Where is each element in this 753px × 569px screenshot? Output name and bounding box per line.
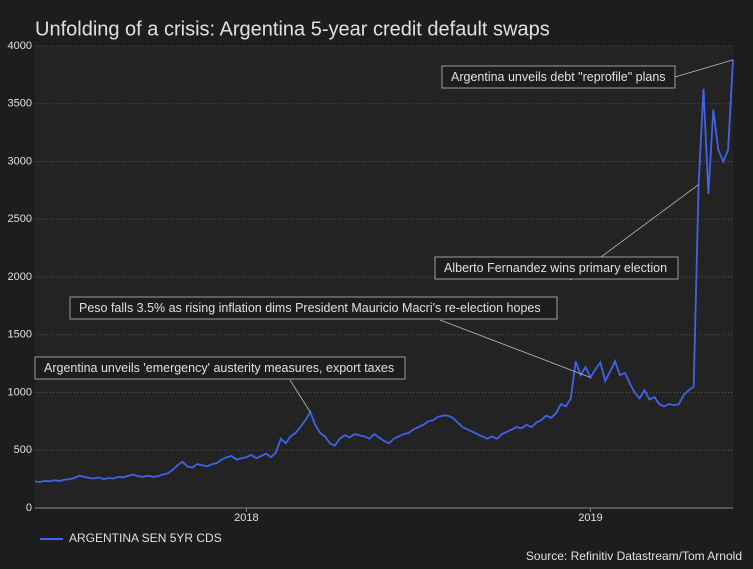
y-tick-label: 0 — [26, 502, 32, 514]
y-tick-label: 1000 — [8, 386, 32, 398]
y-tick-label: 500 — [14, 444, 32, 456]
y-tick-label: 2000 — [8, 271, 32, 283]
annotation: Alberto Fernandez wins primary election — [444, 261, 667, 275]
y-tick-label: 4000 — [8, 40, 32, 52]
data-line — [34, 59, 734, 483]
x-tick-label: 2019 — [578, 512, 602, 524]
annotation: Peso falls 3.5% as rising inflation dims… — [79, 301, 541, 315]
annotation-box — [434, 256, 679, 280]
chart-title: Unfolding of a crisis: Argentina 5-year … — [35, 18, 550, 40]
source: Source: Refinitiv Datastream/Tom Arnold — [526, 549, 742, 563]
annotation-leader — [674, 59, 734, 78]
annotation-leader — [289, 379, 311, 413]
y-tick-label: 3000 — [8, 155, 32, 167]
y-tick-label: 1500 — [8, 329, 32, 341]
annotation-box — [69, 296, 558, 320]
y-tick-label: 3500 — [8, 98, 32, 110]
annotation-box — [34, 356, 406, 380]
x-tick-label: 2018 — [234, 512, 258, 524]
y-tick-label: 2500 — [8, 213, 32, 225]
legend-label: ARGENTINA SEN 5YR CDS — [69, 531, 222, 545]
annotation: Argentina unveils 'emergency' austerity … — [44, 361, 394, 375]
annotation: Argentina unveils debt "reprofile" plans — [451, 70, 666, 84]
annotation-leader — [439, 319, 591, 378]
annotation-box — [441, 65, 676, 89]
